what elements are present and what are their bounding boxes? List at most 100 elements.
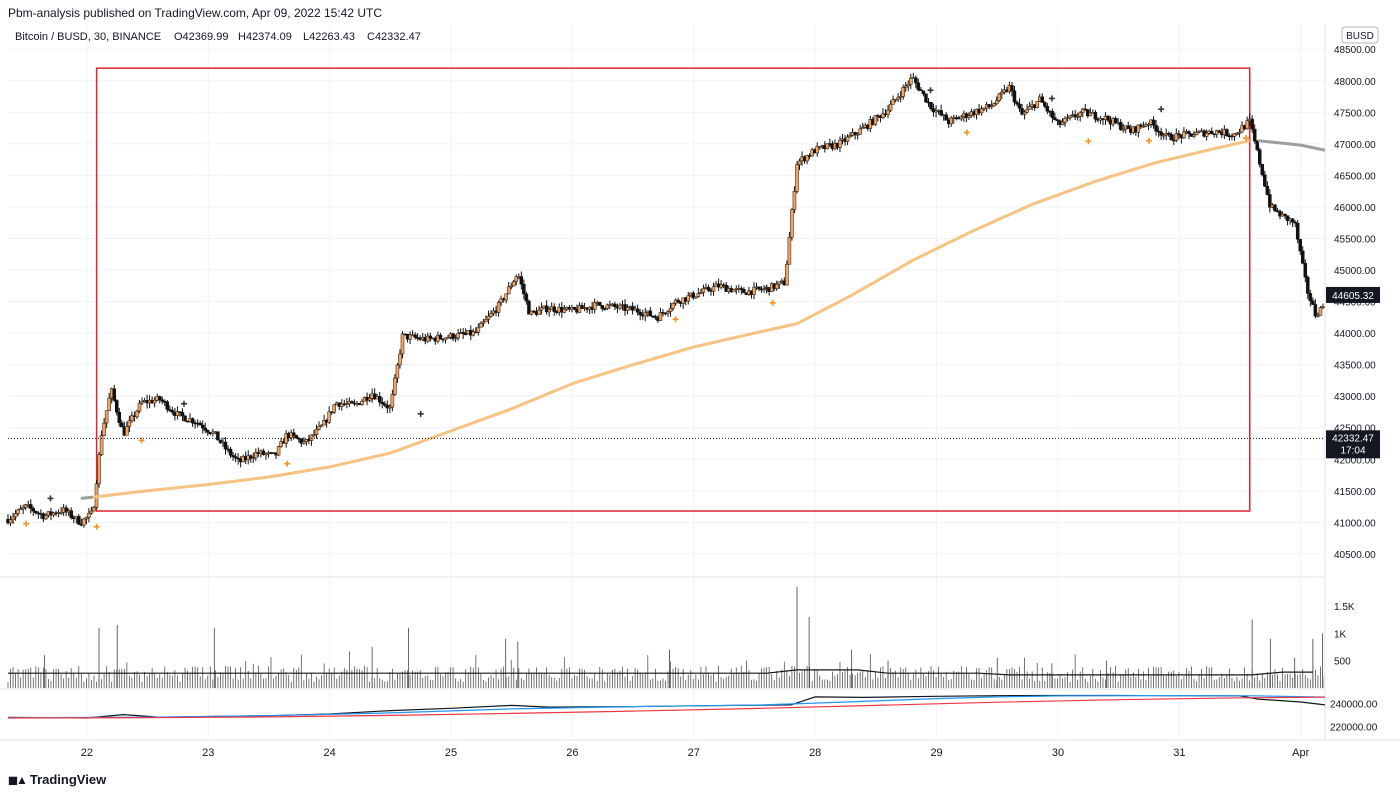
candle-body xyxy=(92,506,96,512)
candle-body xyxy=(200,424,205,429)
candle-body xyxy=(1300,250,1305,264)
candle-body xyxy=(1136,124,1141,133)
candle-body xyxy=(732,289,736,293)
candle-body xyxy=(249,455,253,459)
candle-body xyxy=(499,298,503,303)
candle-body xyxy=(838,139,842,148)
candle-body xyxy=(1217,130,1222,133)
candle-body xyxy=(539,307,544,311)
x-tick-label: 23 xyxy=(202,747,214,759)
obv-tick-label: 220000.00 xyxy=(1330,723,1378,734)
candle-body xyxy=(426,335,430,342)
candle-body xyxy=(461,331,465,335)
candle-body xyxy=(1043,102,1047,107)
tradingview-logo[interactable]: ◼▲ TradingView xyxy=(8,772,106,787)
candle-body xyxy=(519,276,524,285)
candle-body xyxy=(299,438,304,444)
candle-body xyxy=(1040,96,1045,103)
price-tick-label: 48000.00 xyxy=(1334,77,1376,88)
candle-body xyxy=(1321,306,1325,308)
pane-separators xyxy=(0,24,1400,741)
candle-body xyxy=(1159,131,1163,136)
candle-body xyxy=(1268,194,1272,208)
candle-body xyxy=(102,422,106,436)
candle-body xyxy=(790,209,794,238)
candle-body xyxy=(170,410,175,413)
price-tick-label: 40500.00 xyxy=(1334,550,1376,561)
candle-body xyxy=(949,117,953,125)
candle-body xyxy=(853,132,857,135)
candle-body xyxy=(1080,108,1085,113)
candle-body xyxy=(666,311,670,314)
candle-body xyxy=(739,288,744,290)
candle-body xyxy=(408,334,412,340)
candle-body xyxy=(792,191,797,210)
candle-body xyxy=(893,98,898,101)
candle-body xyxy=(233,456,238,459)
candle-body xyxy=(1118,122,1123,130)
candle-body xyxy=(1293,221,1297,224)
candle-body xyxy=(317,425,321,430)
candle-body xyxy=(1290,218,1295,223)
candle-body xyxy=(484,318,488,323)
price-tick-label: 41500.00 xyxy=(1334,487,1376,498)
candle-body xyxy=(1012,90,1017,103)
candle-body xyxy=(1035,100,1039,108)
candle-body xyxy=(1093,112,1098,120)
candle-body xyxy=(1225,129,1229,136)
candle-body xyxy=(438,334,443,340)
candle-body xyxy=(393,377,397,395)
candle-body xyxy=(1027,106,1032,110)
candle-body xyxy=(572,307,577,310)
price-tick-label: 46000.00 xyxy=(1334,203,1376,214)
candle-body xyxy=(1154,125,1158,132)
candle-body xyxy=(757,286,761,290)
range-box xyxy=(95,67,1251,512)
candle-body xyxy=(1141,125,1146,128)
candle-body xyxy=(699,292,703,294)
candle-body xyxy=(322,420,326,426)
candle-body xyxy=(236,457,240,460)
candle-body xyxy=(383,403,387,406)
symbol-legend: Bitcoin / BUSD, 30, BINANCE O42369.99 H4… xyxy=(15,31,421,43)
candle-body xyxy=(1311,300,1315,305)
candle-body xyxy=(1088,112,1093,117)
candle-body xyxy=(360,400,364,405)
candle-body xyxy=(959,116,964,120)
candle-body xyxy=(1303,263,1308,278)
candle-body xyxy=(1025,108,1029,113)
candle-body xyxy=(873,115,878,125)
candle-body xyxy=(848,135,852,138)
candle-body xyxy=(443,337,448,341)
candle-body xyxy=(463,333,468,336)
candle-body xyxy=(152,400,157,404)
candle-body xyxy=(944,114,948,121)
candle-body xyxy=(1053,117,1057,120)
ema-stub-line xyxy=(80,495,94,500)
candle-body xyxy=(506,286,511,295)
candle-body xyxy=(1298,239,1302,252)
candle-body xyxy=(979,108,984,114)
candle-body xyxy=(982,107,986,110)
candle-body xyxy=(1235,133,1239,135)
candle-body xyxy=(997,93,1002,101)
candle-body xyxy=(127,420,132,427)
x-tick-label: 22 xyxy=(81,747,93,759)
candle-body xyxy=(64,507,68,513)
candle-body xyxy=(1169,134,1173,141)
candle-body xyxy=(686,295,690,302)
candle-body xyxy=(1015,101,1019,105)
candle-body xyxy=(302,441,306,444)
candle-body xyxy=(921,90,926,94)
candle-body xyxy=(157,396,162,401)
candle-body xyxy=(180,412,185,417)
candle-body xyxy=(797,160,802,165)
candle-body xyxy=(340,403,344,407)
last-price-box xyxy=(1326,286,1380,303)
candle-body xyxy=(165,401,170,410)
candle-body xyxy=(11,516,15,520)
candle-body xyxy=(1055,119,1060,121)
candle-body xyxy=(1000,91,1004,95)
candle-body xyxy=(1078,112,1082,117)
